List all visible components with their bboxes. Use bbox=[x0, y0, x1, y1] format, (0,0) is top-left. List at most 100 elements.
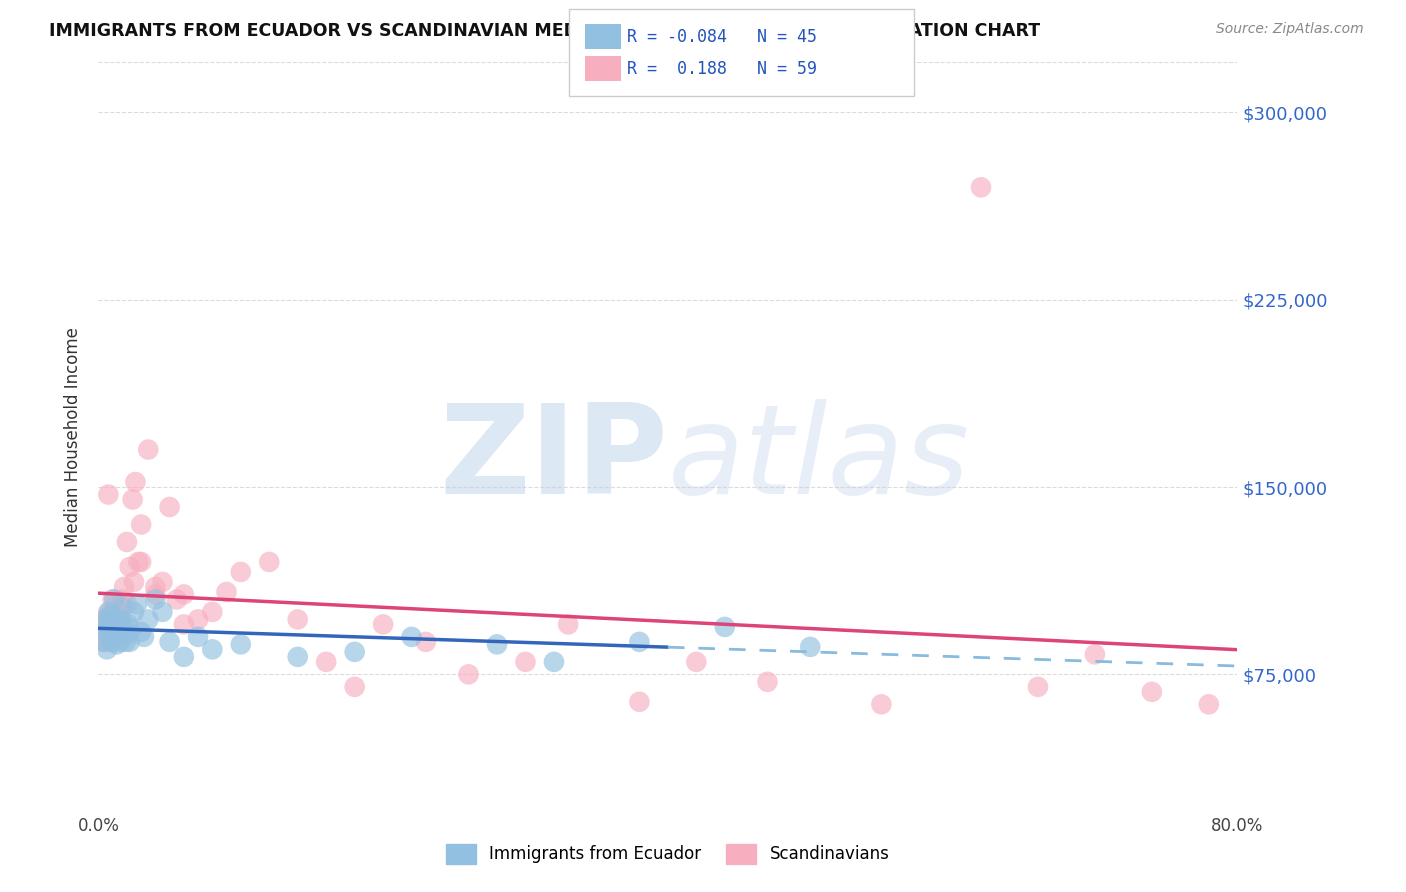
Point bbox=[756, 674, 779, 689]
Point bbox=[628, 635, 651, 649]
Point bbox=[104, 599, 127, 614]
Point bbox=[343, 680, 366, 694]
Text: ZIP: ZIP bbox=[439, 399, 668, 520]
Point bbox=[166, 592, 188, 607]
Point bbox=[187, 630, 209, 644]
Point bbox=[105, 630, 128, 644]
Point bbox=[187, 612, 209, 626]
Point bbox=[96, 612, 118, 626]
Point bbox=[93, 635, 115, 649]
Point bbox=[132, 630, 155, 644]
Point bbox=[159, 500, 181, 514]
Point bbox=[94, 624, 117, 639]
Point bbox=[799, 640, 821, 654]
Point bbox=[970, 180, 993, 194]
Point bbox=[125, 598, 148, 612]
Point bbox=[1084, 648, 1107, 662]
Point bbox=[515, 655, 537, 669]
Point bbox=[91, 624, 114, 639]
Point bbox=[145, 587, 167, 601]
Text: atlas: atlas bbox=[668, 399, 970, 520]
Point bbox=[100, 635, 122, 649]
Text: R =  0.188   N = 59: R = 0.188 N = 59 bbox=[627, 60, 817, 78]
Point bbox=[110, 612, 132, 626]
Point bbox=[287, 649, 309, 664]
Point bbox=[105, 637, 128, 651]
Point bbox=[108, 612, 131, 626]
Point bbox=[98, 605, 121, 619]
Point bbox=[1140, 685, 1163, 699]
Point bbox=[108, 612, 131, 626]
Point bbox=[124, 475, 146, 489]
Point bbox=[486, 637, 509, 651]
Point bbox=[110, 624, 132, 639]
Point bbox=[173, 649, 195, 664]
Point bbox=[870, 698, 893, 712]
Point bbox=[229, 565, 252, 579]
Point bbox=[173, 617, 195, 632]
Text: R = -0.084   N = 45: R = -0.084 N = 45 bbox=[627, 28, 817, 45]
Point bbox=[129, 555, 152, 569]
Point bbox=[104, 623, 127, 637]
Point bbox=[145, 592, 167, 607]
Point bbox=[97, 487, 120, 501]
Point bbox=[121, 492, 143, 507]
Point bbox=[259, 555, 281, 569]
Point bbox=[108, 635, 131, 649]
Point bbox=[129, 517, 152, 532]
Point bbox=[229, 637, 252, 651]
Point bbox=[173, 587, 195, 601]
Point bbox=[101, 615, 124, 629]
Text: Source: ZipAtlas.com: Source: ZipAtlas.com bbox=[1216, 22, 1364, 37]
Point bbox=[315, 655, 337, 669]
Point bbox=[103, 592, 125, 607]
Point bbox=[543, 655, 565, 669]
Point bbox=[93, 635, 115, 649]
Point bbox=[343, 645, 366, 659]
Point bbox=[107, 624, 129, 639]
Point bbox=[415, 635, 437, 649]
Point bbox=[201, 642, 224, 657]
Point bbox=[115, 627, 138, 641]
Point bbox=[145, 580, 167, 594]
Point bbox=[628, 695, 651, 709]
Point bbox=[93, 635, 115, 649]
Point bbox=[97, 605, 120, 619]
Point bbox=[103, 623, 125, 637]
Point bbox=[91, 617, 114, 632]
Point bbox=[201, 605, 224, 619]
Point bbox=[122, 574, 145, 589]
Point bbox=[96, 642, 118, 657]
Point bbox=[94, 617, 117, 632]
Point bbox=[96, 612, 118, 626]
Point bbox=[101, 612, 124, 626]
Point bbox=[122, 605, 145, 619]
Point bbox=[685, 655, 707, 669]
Point bbox=[127, 555, 149, 569]
Point bbox=[557, 617, 579, 632]
Point bbox=[96, 610, 118, 624]
Point bbox=[129, 624, 152, 639]
Point bbox=[100, 635, 122, 649]
Point bbox=[111, 592, 134, 607]
Point bbox=[1026, 680, 1049, 694]
Point bbox=[117, 617, 139, 632]
Point bbox=[98, 623, 121, 637]
Point bbox=[136, 612, 159, 626]
Point bbox=[107, 630, 129, 644]
Point bbox=[114, 635, 136, 649]
Point bbox=[111, 599, 134, 614]
Point bbox=[714, 620, 737, 634]
Point bbox=[215, 585, 238, 599]
Point bbox=[112, 623, 135, 637]
Point bbox=[108, 617, 131, 632]
Point bbox=[159, 635, 181, 649]
Text: IMMIGRANTS FROM ECUADOR VS SCANDINAVIAN MEDIAN HOUSEHOLD INCOME CORRELATION CHAR: IMMIGRANTS FROM ECUADOR VS SCANDINAVIAN … bbox=[49, 22, 1040, 40]
Legend: Immigrants from Ecuador, Scandinavians: Immigrants from Ecuador, Scandinavians bbox=[439, 838, 897, 871]
Point bbox=[120, 623, 142, 637]
Point bbox=[1198, 698, 1220, 712]
Point bbox=[371, 617, 394, 632]
Point bbox=[115, 535, 138, 549]
Point bbox=[105, 617, 128, 632]
Point bbox=[112, 580, 135, 594]
